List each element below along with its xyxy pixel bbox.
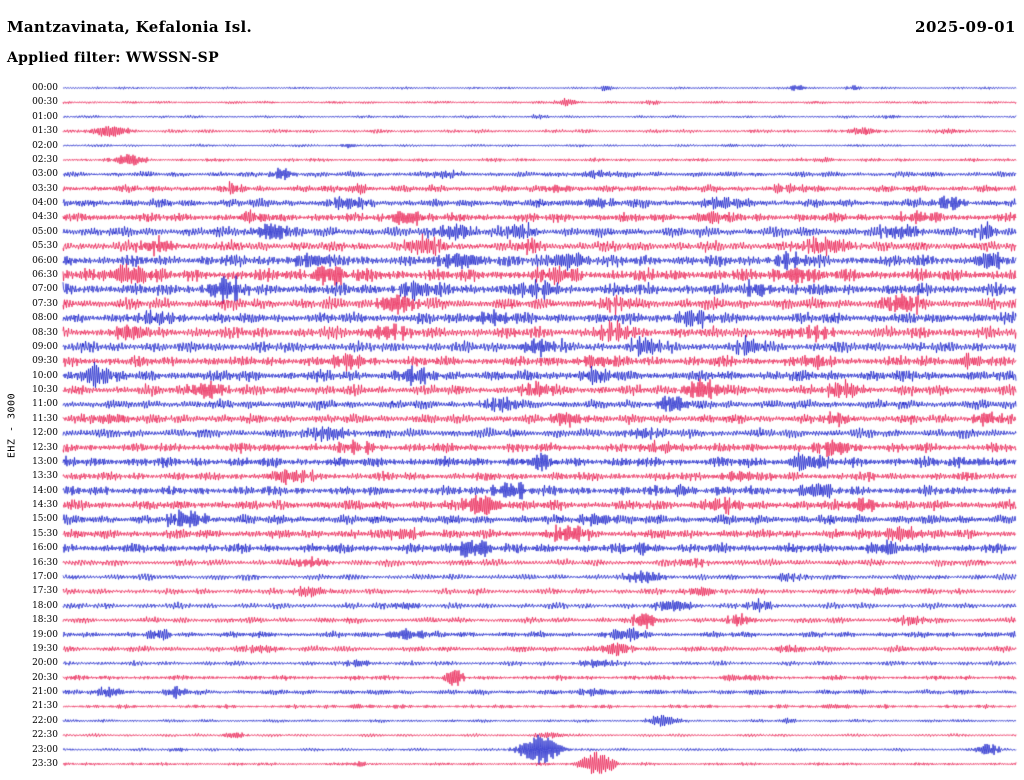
filter-label: Applied filter: WWSSN-SP xyxy=(7,50,219,66)
station-title: Mantzavinata, Kefalonia Isl. xyxy=(7,18,252,36)
date-label: 2025-09-01 xyxy=(915,18,1016,36)
channel-gain-axis-label: EHZ - 3000 xyxy=(6,392,18,459)
